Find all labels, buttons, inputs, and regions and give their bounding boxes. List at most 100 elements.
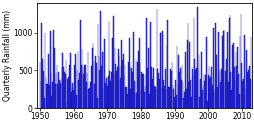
Bar xyxy=(176,46,177,108)
Bar xyxy=(99,70,100,108)
Bar xyxy=(95,56,96,108)
Bar xyxy=(42,59,43,108)
Bar xyxy=(115,64,116,108)
Bar xyxy=(248,66,249,108)
Bar xyxy=(68,77,69,108)
Bar xyxy=(91,48,92,108)
Bar xyxy=(134,93,135,108)
Bar xyxy=(164,69,165,108)
Bar xyxy=(93,61,94,108)
Bar xyxy=(125,87,126,108)
Bar xyxy=(174,80,175,108)
Bar xyxy=(226,32,227,108)
Bar xyxy=(137,51,138,108)
Bar xyxy=(246,72,247,108)
Bar xyxy=(113,74,114,108)
Bar xyxy=(242,79,243,108)
Bar xyxy=(208,66,209,108)
Bar xyxy=(175,95,176,108)
Bar xyxy=(136,93,137,108)
Bar xyxy=(181,65,182,108)
Bar xyxy=(182,82,183,108)
Bar xyxy=(89,88,90,108)
Bar xyxy=(193,18,194,108)
Bar xyxy=(212,28,213,108)
Bar xyxy=(108,21,109,108)
Bar xyxy=(67,79,68,108)
Bar xyxy=(206,101,207,108)
Bar xyxy=(167,20,168,108)
Bar xyxy=(170,71,171,108)
Bar xyxy=(148,94,149,108)
Bar xyxy=(85,65,86,108)
Bar xyxy=(54,48,55,108)
Bar xyxy=(188,42,189,108)
Bar xyxy=(230,90,231,108)
Bar xyxy=(47,84,48,108)
Bar xyxy=(123,75,124,108)
Bar xyxy=(221,36,222,108)
Bar xyxy=(135,60,136,108)
Bar xyxy=(142,74,143,108)
Bar xyxy=(120,78,121,108)
Bar xyxy=(71,87,72,108)
Bar xyxy=(166,46,167,108)
Bar xyxy=(157,73,158,108)
Bar xyxy=(238,94,239,108)
Bar xyxy=(86,73,87,108)
Bar xyxy=(156,9,157,108)
Bar xyxy=(202,86,203,108)
Bar xyxy=(144,86,145,108)
Bar xyxy=(48,54,49,108)
Bar xyxy=(77,51,78,108)
Bar xyxy=(239,36,240,108)
Bar xyxy=(196,7,197,108)
Bar xyxy=(190,97,191,108)
Bar xyxy=(149,22,150,108)
Bar xyxy=(158,79,159,108)
Bar xyxy=(225,59,226,108)
Bar xyxy=(233,67,234,108)
Bar xyxy=(60,79,61,108)
Bar xyxy=(49,85,50,108)
Bar xyxy=(217,32,218,108)
Bar xyxy=(97,24,98,108)
Bar xyxy=(187,23,188,108)
Bar xyxy=(74,65,75,108)
Bar xyxy=(184,52,185,108)
Bar xyxy=(231,45,232,108)
Bar xyxy=(92,43,93,108)
Bar xyxy=(43,71,44,108)
Bar xyxy=(104,39,105,108)
Bar xyxy=(73,90,74,108)
Bar xyxy=(150,92,151,108)
Bar xyxy=(151,67,152,108)
Bar xyxy=(76,70,77,108)
Bar xyxy=(112,16,113,108)
Bar xyxy=(111,72,112,108)
Bar xyxy=(64,72,65,108)
Bar xyxy=(61,67,62,108)
Bar xyxy=(139,62,140,108)
Bar xyxy=(53,30,54,108)
Bar xyxy=(103,52,104,108)
Bar xyxy=(247,70,248,108)
Bar xyxy=(171,62,172,108)
Bar xyxy=(168,87,169,108)
Bar xyxy=(106,86,107,108)
Bar xyxy=(46,84,47,108)
Bar xyxy=(78,80,79,108)
Bar xyxy=(195,68,196,108)
Bar xyxy=(227,82,228,108)
Bar xyxy=(161,88,162,108)
Bar xyxy=(244,94,245,108)
Bar xyxy=(200,52,201,108)
Bar xyxy=(228,18,229,108)
Bar xyxy=(84,65,85,108)
Bar xyxy=(58,72,59,108)
Bar xyxy=(219,82,220,108)
Bar xyxy=(236,47,237,108)
Bar xyxy=(114,48,115,108)
Bar xyxy=(118,56,119,108)
Bar xyxy=(107,76,108,108)
